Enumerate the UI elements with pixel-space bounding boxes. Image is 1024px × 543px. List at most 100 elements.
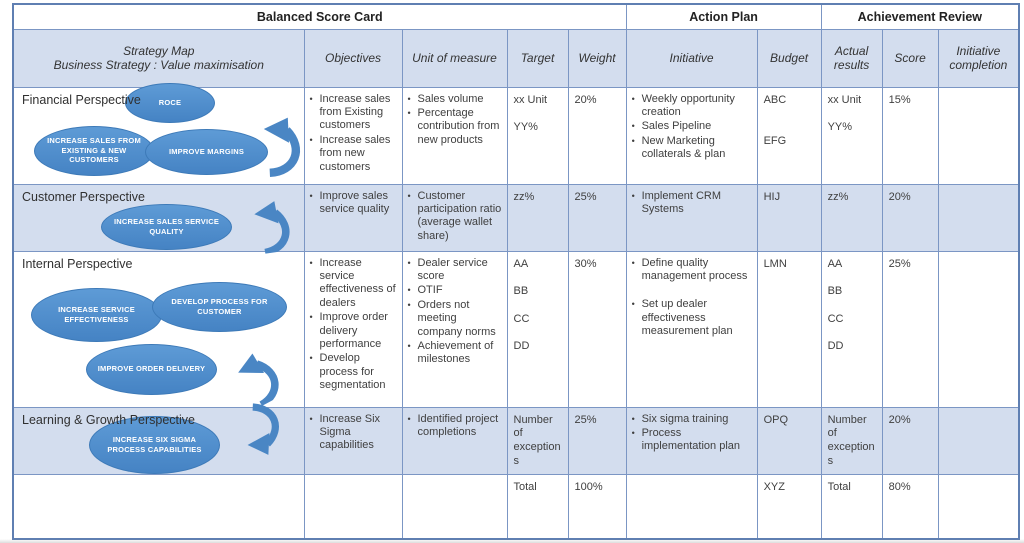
- oval-label: IMPROVE MARGINS: [168, 146, 245, 156]
- strategy-map-cell: Learning & Growth Perspective INCREASE S…: [12, 402, 305, 475]
- unit-list: • Sales volume • Percentage contribution fr…: [407, 92, 500, 146]
- strategy-oval: DEVELOP PROCESS FOR CUSTOMER: [152, 281, 287, 332]
- row-internal-perspective: Internal Perspective INCREASE SERVICE EF…: [12, 250, 1020, 408]
- perspective-label: Internal Perspective: [22, 256, 133, 271]
- column-header-row: Strategy Map Business Strategy : Value m…: [12, 28, 1020, 88]
- initiative-cell: • Weekly opportunity creation • Sales Pipel…: [625, 86, 758, 185]
- score-total-value: 80%: [881, 473, 939, 540]
- initiative-list: • Weekly opportunity creation • Sales Pipel…: [631, 92, 735, 161]
- budget-cell: ABC EFG: [756, 86, 822, 185]
- row-total: Total 100% XYZ Total 80%: [12, 473, 1020, 540]
- strategy-oval: INCREASE SIX SIGMA PROCESS CAPABILITIES: [89, 415, 220, 474]
- column-header-weight: Weight: [567, 28, 627, 88]
- weight-cell: 20%: [567, 86, 627, 185]
- strategy-map-subtitle: Business Strategy : Value maximisation: [53, 58, 264, 72]
- perspective-label: Financial Perspective: [22, 92, 141, 107]
- perspective-label: Customer Perspective: [22, 189, 145, 204]
- objectives-list: • Improve sales service quality: [309, 189, 390, 215]
- budget-cell: LMN: [756, 250, 822, 408]
- target-cell: xx Unit YY%: [506, 86, 569, 185]
- oval-label: IMPROVE ORDER DELIVERY: [97, 364, 206, 374]
- score-cell: 15%: [881, 86, 939, 185]
- oval-label: INCREASE SIX SIGMA PROCESS CAPABILITIES: [107, 435, 202, 454]
- column-header-budget: Budget: [756, 28, 822, 88]
- budget-total-value: XYZ: [756, 473, 822, 540]
- unit-list: • Dealer service score • OTIF • Orders not me…: [407, 256, 496, 366]
- initiative-cell: • Define quality management process • Set u…: [625, 250, 758, 408]
- curved-arrow-icon: [238, 352, 279, 408]
- curved-arrow-icon: [254, 200, 290, 256]
- oval-label: DEVELOP PROCESS FOR CUSTOMER: [171, 297, 268, 316]
- perspective-label: Learning & Growth Perspective: [22, 412, 196, 427]
- initiative-cell: • Six sigma training • Process implementati…: [625, 406, 758, 475]
- strategy-oval: ROCE: [125, 82, 215, 123]
- column-header-actual-results: Actual results: [820, 28, 883, 88]
- target-total-label: Total: [506, 473, 569, 540]
- unit-of-measure-cell: [401, 473, 508, 540]
- actual-results-cell: zz%: [820, 183, 883, 252]
- column-header-initiative-completion: Initiative completion: [937, 28, 1020, 88]
- unit-of-measure-cell: • Customer participation ratio (average w…: [401, 183, 508, 252]
- initiative-cell: [625, 473, 758, 540]
- initiative-completion-cell: [937, 250, 1020, 408]
- strategy-map-cell: Internal Perspective INCREASE SERVICE EF…: [12, 250, 305, 408]
- strategy-oval: INCREASE SALES FROM EXISTING & NEW CUSTO…: [34, 125, 154, 176]
- unit-list: • Customer participation ratio (average w…: [407, 189, 502, 242]
- objectives-cell: • Increase sales from Existing customers •…: [303, 86, 403, 185]
- curved-arrow-icon: [247, 402, 279, 455]
- oval-label: INCREASE SALES FROM EXISTING & NEW CUSTO…: [47, 136, 141, 165]
- row-financial-perspective: Financial Perspective ROCE INCREASE SALE…: [12, 82, 1020, 185]
- unit-of-measure-cell: • Sales volume • Percentage contribution fr…: [401, 86, 508, 185]
- column-header-strategy-map: Strategy Map Business Strategy : Value m…: [12, 28, 305, 88]
- initiative-completion-cell: [937, 183, 1020, 252]
- column-header-target: Target: [506, 28, 569, 88]
- weight-total-value: 100%: [567, 473, 627, 540]
- group-header-row: Balanced Score Card Action Plan Achievem…: [12, 3, 1020, 30]
- strategy-map-cell: Customer Perspective INCREASE SALES SERV…: [12, 183, 305, 256]
- score-cell: 20%: [881, 183, 939, 252]
- target-cell: Number of exceptions: [506, 406, 569, 475]
- initiative-list: • Define quality management process • Set u…: [631, 256, 748, 338]
- strategy-oval: IMPROVE ORDER DELIVERY: [86, 343, 217, 395]
- actual-results-cell: xx Unit YY%: [820, 86, 883, 185]
- group-header-action-plan: Action Plan: [625, 3, 822, 30]
- objectives-list: • Increase Six Sigma capabilities: [309, 412, 381, 452]
- oval-label: INCREASE SERVICE EFFECTIVENESS: [58, 305, 135, 324]
- strategy-map-cell: Financial Perspective ROCE INCREASE SALE…: [12, 82, 305, 185]
- actual-results-cell: Number of exceptions: [820, 406, 883, 475]
- initiative-completion-cell: [937, 406, 1020, 475]
- curved-arrow-icon: [263, 117, 301, 177]
- row-customer-perspective: Customer Perspective INCREASE SALES SERV…: [12, 183, 1020, 256]
- strategy-map-cell: [12, 473, 305, 540]
- group-header-balanced-score-card: Balanced Score Card: [12, 3, 627, 30]
- strategy-oval: IMPROVE MARGINS: [145, 128, 268, 175]
- budget-cell: OPQ: [756, 406, 822, 475]
- strategy-oval: INCREASE SERVICE EFFECTIVENESS: [31, 287, 162, 342]
- objectives-cell: [303, 473, 403, 540]
- strategy-oval: INCREASE SALES SERVICE QUALITY: [101, 203, 232, 250]
- column-header-score: Score: [881, 28, 939, 88]
- strategy-map-title: Strategy Map: [123, 44, 195, 58]
- score-cell: 25%: [881, 250, 939, 408]
- initiative-cell: • Implement CRM Systems: [625, 183, 758, 252]
- oval-label: INCREASE SALES SERVICE QUALITY: [113, 217, 220, 236]
- balanced-scorecard-table: Balanced Score Card Action Plan Achievem…: [12, 3, 1021, 540]
- objectives-cell: • Improve sales service quality: [303, 183, 403, 252]
- budget-cell: HIJ: [756, 183, 822, 252]
- objectives-list: • Increase service effectiveness of deale…: [309, 256, 396, 392]
- column-header-initiative: Initiative: [625, 28, 758, 88]
- group-header-achievement-review: Achievement Review: [820, 3, 1020, 30]
- unit-of-measure-cell: • Identified project completions: [401, 406, 508, 475]
- target-cell: AA BB CC DD: [506, 250, 569, 408]
- actual-total-label: Total: [820, 473, 883, 540]
- objectives-list: • Increase sales from Existing customers •…: [309, 92, 391, 173]
- row-learning-growth-perspective: Learning & Growth Perspective INCREASE S…: [12, 402, 1020, 475]
- unit-list: • Identified project completions: [407, 412, 499, 438]
- column-header-unit-of-measure: Unit of measure: [401, 28, 508, 88]
- initiative-list: • Six sigma training • Process implementati…: [631, 412, 741, 453]
- initiative-completion-cell: [937, 86, 1020, 185]
- objectives-cell: • Increase service effectiveness of deale…: [303, 250, 403, 408]
- unit-of-measure-cell: • Dealer service score • OTIF • Orders not me…: [401, 250, 508, 408]
- weight-cell: 30%: [567, 250, 627, 408]
